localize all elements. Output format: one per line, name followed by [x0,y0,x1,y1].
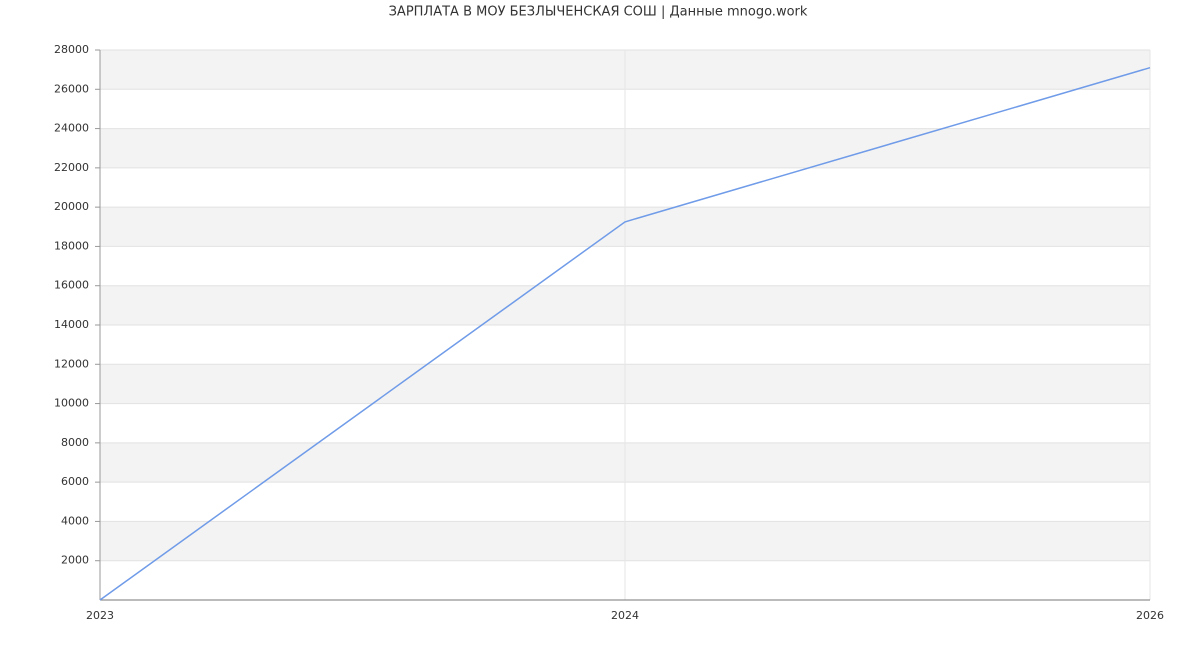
x-tick-label: 2026 [1136,609,1164,622]
y-tick-label: 22000 [54,161,89,174]
y-tick-label: 14000 [54,318,89,331]
line [99,66,1151,601]
y-tick-label: 10000 [54,397,89,410]
y-tick-label: 4000 [61,514,89,527]
y-tick-label: 24000 [54,122,89,135]
chart-title: ЗАРПЛАТА В МОУ БЕЗЛЫЧЕНСКАЯ СОШ | Данные… [389,5,808,20]
y-tick-label: 6000 [61,475,89,488]
x-tick-label: 2024 [611,609,639,622]
y-tick-label: 18000 [54,239,89,252]
y-tick-label: 16000 [54,279,89,292]
y-tick-label: 26000 [54,82,89,95]
y-tick-label: 28000 [54,43,89,56]
y-tick-label: 8000 [61,436,89,449]
y-tick-label: 2000 [61,554,89,567]
y-tick-label: 12000 [54,357,89,370]
x-tick-label: 2023 [86,609,114,622]
y-tick-label: 20000 [54,200,89,213]
